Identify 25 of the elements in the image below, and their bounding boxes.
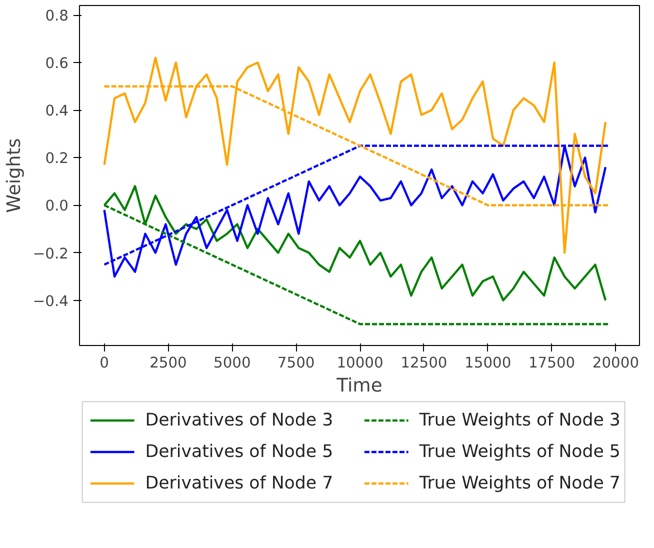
x-tick-label: 15000 <box>464 354 512 372</box>
x-tick-label: 0 <box>100 354 109 372</box>
x-tick-label: 2500 <box>150 354 187 372</box>
legend-label: Derivatives of Node 3 <box>145 410 334 430</box>
y-axis-title: Weights <box>4 138 25 213</box>
legend-label: True Weights of Node 3 <box>418 410 620 430</box>
x-tick-label: 7500 <box>277 354 315 372</box>
x-tick-label: 17500 <box>528 354 576 372</box>
y-tick-label: 0.6 <box>45 55 69 72</box>
x-axis-title: Time <box>336 376 382 396</box>
legend-label: True Weights of Node 5 <box>418 442 620 462</box>
legend-label: Derivatives of Node 7 <box>145 474 334 494</box>
y-tick-label: −0.4 <box>32 292 69 310</box>
x-tick-label: 20000 <box>592 354 640 372</box>
legend-label: True Weights of Node 7 <box>418 474 620 494</box>
x-tick-label: 10000 <box>336 354 384 372</box>
y-tick-label: 0.8 <box>45 8 69 25</box>
line-series <box>103 56 607 254</box>
y-tick-label: 0.4 <box>45 102 69 120</box>
y-tick-label: 0.2 <box>45 150 69 168</box>
x-tick-label: 5000 <box>214 354 251 372</box>
x-tick-label: 12500 <box>400 354 448 372</box>
y-tick-label: 0.0 <box>45 198 69 215</box>
y-tick-label: −0.2 <box>32 245 69 262</box>
legend-label: Derivatives of Node 5 <box>145 442 334 462</box>
